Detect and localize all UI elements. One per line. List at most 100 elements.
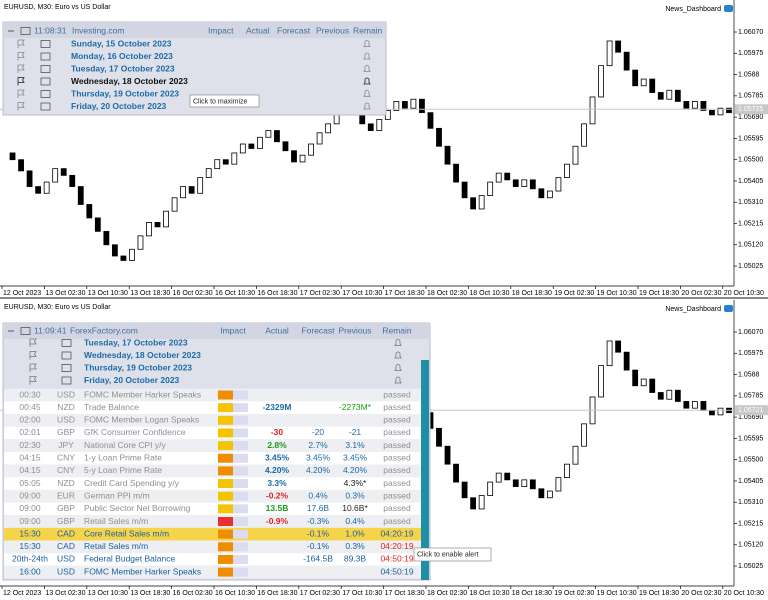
flag-icon[interactable] [17,102,25,111]
day-label[interactable]: Friday, 20 October 2023 [71,101,167,111]
event-forecast: 17.6B [307,503,330,513]
day-label[interactable]: Tuesday, 17 October 2023 [71,63,175,73]
bell-icon[interactable] [394,351,402,359]
column-header: Impact [220,325,246,335]
price-tick-label: 1.05975 [738,350,763,357]
event-time: 15:30 [19,528,41,538]
event-row[interactable] [4,477,421,490]
event-time: 16:00 [19,566,41,576]
bell-icon[interactable] [363,90,371,97]
price-tick-label: 1.05120 [738,542,763,549]
candle-body [325,123,332,134]
panel-source[interactable]: ForexFactory.com [70,325,138,335]
event-row[interactable] [4,565,421,579]
impact-marker [218,504,233,514]
flag-icon[interactable] [17,77,25,86]
flag-icon[interactable] [17,39,25,48]
panel-source[interactable]: Investing.com [72,25,124,35]
panel-header [3,22,386,38]
scrollbar[interactable] [421,360,429,580]
day-label[interactable]: Tuesday, 17 October 2023 [84,337,188,347]
impact-track [233,517,248,526]
candle-body [709,110,715,116]
candle-body [26,170,33,187]
day-label[interactable]: Wednesday, 18 October 2023 [84,350,201,360]
flag-icon[interactable] [17,64,25,73]
flag-icon[interactable] [17,52,25,61]
bell-icon[interactable] [363,77,371,85]
event-row[interactable] [4,502,421,516]
event-row[interactable] [4,414,421,427]
event-row[interactable] [4,527,421,541]
candle-body [180,186,187,199]
day-label[interactable]: Thursday, 19 October 2023 [71,88,179,98]
folder-icon [40,102,51,111]
candle-body [640,378,647,387]
impact-marker [218,466,233,476]
bell-icon[interactable] [394,339,402,346]
time-tick-label: 18 Oct 18:30 [512,590,552,597]
bell-icon[interactable] [363,65,371,72]
candle-body [478,495,485,510]
bell-icon[interactable] [363,40,371,47]
indicator-name: News_Dashboard [665,6,721,13]
candle-body [9,152,16,161]
event-row[interactable] [4,464,421,478]
candle-body [632,369,639,387]
bell-icon[interactable] [394,364,402,371]
flag-icon[interactable] [17,89,25,98]
candle-body [512,179,519,187]
event-actual: 4.20% [265,465,290,475]
bell-icon[interactable] [363,102,371,110]
candle-body [564,463,570,479]
day-label[interactable]: Monday, 16 October 2023 [71,51,173,61]
event-event: Trade Balance [84,402,139,412]
panel-header [3,323,430,339]
time-tick-label: 17 Oct 02:30 [300,590,340,597]
flag-icon[interactable] [29,338,37,347]
flag-icon[interactable] [29,363,37,372]
event-previous: 4.3%* [344,478,367,488]
impact-track [233,567,248,577]
flag-icon[interactable] [29,351,37,360]
time-tick-label: 16 Oct 10:30 [215,290,255,297]
event-remain: passed [383,503,411,513]
day-label[interactable]: Wednesday, 18 October 2023 [71,76,188,86]
candle-body [717,107,724,116]
price-tick-label: 1.05025 [738,563,763,570]
event-actual: -2329M [263,402,292,412]
event-row[interactable] [4,439,421,452]
bell-icon[interactable] [363,52,371,60]
event-actual: 3.45% [265,453,290,463]
column-header: Actual [265,325,289,335]
price-tick-label: 1.05405 [738,178,763,185]
event-event: FOMC Member Logan Speaks [84,415,199,425]
event-row[interactable] [4,401,421,414]
tooltip-box [413,547,492,562]
day-label[interactable]: Thursday, 19 October 2023 [84,362,192,372]
event-row[interactable] [4,388,421,402]
price-tick-label: 1.05500 [738,157,763,164]
event-row[interactable] [4,426,421,440]
event-row[interactable] [4,515,421,528]
event-row[interactable] [4,553,421,566]
impact-marker [218,554,233,564]
event-row[interactable] [4,540,421,554]
candle-body [129,248,135,261]
event-remain: passed [383,415,411,425]
flag-icon[interactable] [29,376,37,385]
impact-marker [218,491,233,501]
candle-body [538,188,545,199]
event-row[interactable] [4,451,421,465]
event-event: National Core CPI y/y [84,440,166,450]
day-label[interactable]: Sunday, 15 October 2023 [71,38,172,48]
event-previous: 89.3B [344,554,367,564]
bell-icon[interactable] [394,376,402,384]
event-row[interactable] [4,489,421,503]
current-price-label: 1.05721 [738,407,763,414]
impact-marker [218,567,233,577]
day-label[interactable]: Friday, 20 October 2023 [84,375,180,385]
candle-body [683,401,690,409]
impact-marker [218,529,233,539]
